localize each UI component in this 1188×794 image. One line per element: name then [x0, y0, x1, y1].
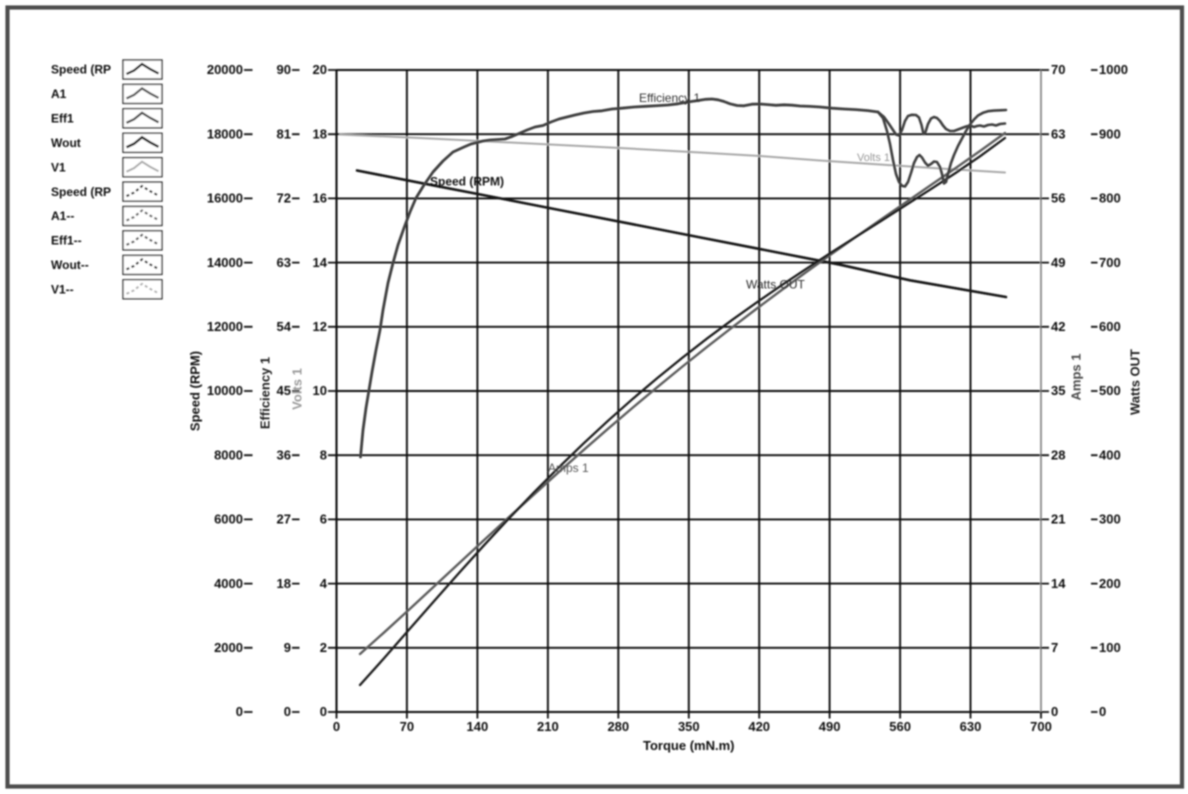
svg-text:16000: 16000	[207, 191, 243, 206]
svg-text:140: 140	[467, 719, 489, 734]
svg-text:0: 0	[320, 704, 327, 719]
svg-text:45: 45	[277, 383, 291, 398]
svg-text:Watts OUT: Watts OUT	[746, 278, 806, 292]
svg-text:2000: 2000	[214, 640, 243, 655]
svg-text:14000: 14000	[207, 255, 243, 270]
svg-text:Amps 1: Amps 1	[548, 461, 589, 475]
svg-text:800: 800	[1099, 191, 1121, 206]
svg-text:560: 560	[889, 719, 911, 734]
svg-text:700: 700	[1099, 255, 1121, 270]
svg-text:280: 280	[607, 719, 629, 734]
svg-text:Speed (RP: Speed (RP	[51, 63, 111, 77]
svg-text:90: 90	[277, 62, 291, 77]
svg-text:8: 8	[320, 447, 327, 462]
svg-text:210: 210	[537, 719, 559, 734]
svg-text:0: 0	[1099, 704, 1106, 719]
svg-text:Speed (RP: Speed (RP	[51, 185, 111, 199]
svg-text:Eff1--: Eff1--	[51, 234, 82, 248]
svg-text:27: 27	[277, 512, 291, 527]
svg-text:6000: 6000	[214, 512, 243, 527]
svg-text:12: 12	[313, 319, 327, 334]
svg-text:420: 420	[748, 719, 770, 734]
svg-text:630: 630	[960, 719, 982, 734]
svg-text:Torque (mN.m): Torque (mN.m)	[643, 738, 734, 753]
svg-text:7: 7	[1051, 640, 1058, 655]
svg-text:28: 28	[1051, 447, 1065, 462]
svg-text:63: 63	[277, 255, 291, 270]
svg-text:20: 20	[313, 62, 327, 77]
svg-text:0: 0	[1051, 704, 1058, 719]
svg-text:4: 4	[320, 576, 328, 591]
svg-text:Speed (RPM): Speed (RPM)	[188, 351, 203, 431]
svg-text:14: 14	[1051, 576, 1066, 591]
svg-text:9: 9	[284, 640, 291, 655]
svg-text:0: 0	[333, 719, 340, 734]
svg-text:56: 56	[1051, 191, 1065, 206]
svg-text:10000: 10000	[207, 383, 243, 398]
svg-text:400: 400	[1099, 447, 1121, 462]
svg-text:V1--: V1--	[51, 283, 74, 297]
svg-text:72: 72	[277, 191, 291, 206]
svg-text:Efficiency 1: Efficiency 1	[639, 91, 700, 105]
svg-text:Wout: Wout	[51, 136, 81, 150]
svg-text:700: 700	[1030, 719, 1052, 734]
svg-text:500: 500	[1099, 383, 1121, 398]
svg-text:18000: 18000	[207, 126, 243, 141]
svg-text:12000: 12000	[207, 319, 243, 334]
svg-text:Watts OUT: Watts OUT	[1128, 349, 1143, 415]
svg-text:Amps 1: Amps 1	[1069, 354, 1084, 401]
svg-text:Efficiency 1: Efficiency 1	[258, 357, 273, 429]
svg-text:6: 6	[320, 512, 327, 527]
svg-text:Speed (RPM): Speed (RPM)	[430, 175, 504, 189]
svg-text:18: 18	[277, 576, 291, 591]
svg-text:Volts 1: Volts 1	[290, 368, 305, 410]
svg-text:8000: 8000	[214, 447, 243, 462]
svg-text:300: 300	[1099, 512, 1121, 527]
svg-text:49: 49	[1051, 255, 1065, 270]
svg-text:600: 600	[1099, 319, 1121, 334]
svg-text:Eff1: Eff1	[51, 112, 74, 126]
svg-text:16: 16	[313, 191, 327, 206]
svg-text:A1--: A1--	[51, 209, 74, 223]
svg-text:Volts 1: Volts 1	[857, 152, 890, 164]
svg-text:18: 18	[313, 126, 327, 141]
svg-text:81: 81	[277, 126, 291, 141]
svg-text:54: 54	[277, 319, 292, 334]
svg-text:0: 0	[284, 704, 291, 719]
svg-text:0: 0	[236, 704, 243, 719]
svg-text:21: 21	[1051, 512, 1065, 527]
svg-text:70: 70	[1051, 62, 1065, 77]
svg-text:35: 35	[1051, 383, 1065, 398]
svg-text:Wout--: Wout--	[51, 258, 89, 272]
svg-text:200: 200	[1099, 576, 1121, 591]
svg-text:1000: 1000	[1099, 62, 1128, 77]
svg-text:V1: V1	[51, 160, 66, 174]
svg-text:42: 42	[1051, 319, 1065, 334]
svg-text:100: 100	[1099, 640, 1121, 655]
svg-text:63: 63	[1051, 126, 1065, 141]
svg-text:14: 14	[313, 255, 328, 270]
svg-text:900: 900	[1099, 126, 1121, 141]
svg-text:70: 70	[400, 719, 414, 734]
svg-text:10: 10	[313, 383, 327, 398]
svg-text:4000: 4000	[214, 576, 243, 591]
svg-text:2: 2	[320, 640, 327, 655]
svg-text:A1: A1	[51, 87, 67, 101]
svg-text:36: 36	[277, 447, 291, 462]
svg-text:350: 350	[678, 719, 700, 734]
svg-text:20000: 20000	[207, 62, 243, 77]
svg-text:490: 490	[819, 719, 841, 734]
